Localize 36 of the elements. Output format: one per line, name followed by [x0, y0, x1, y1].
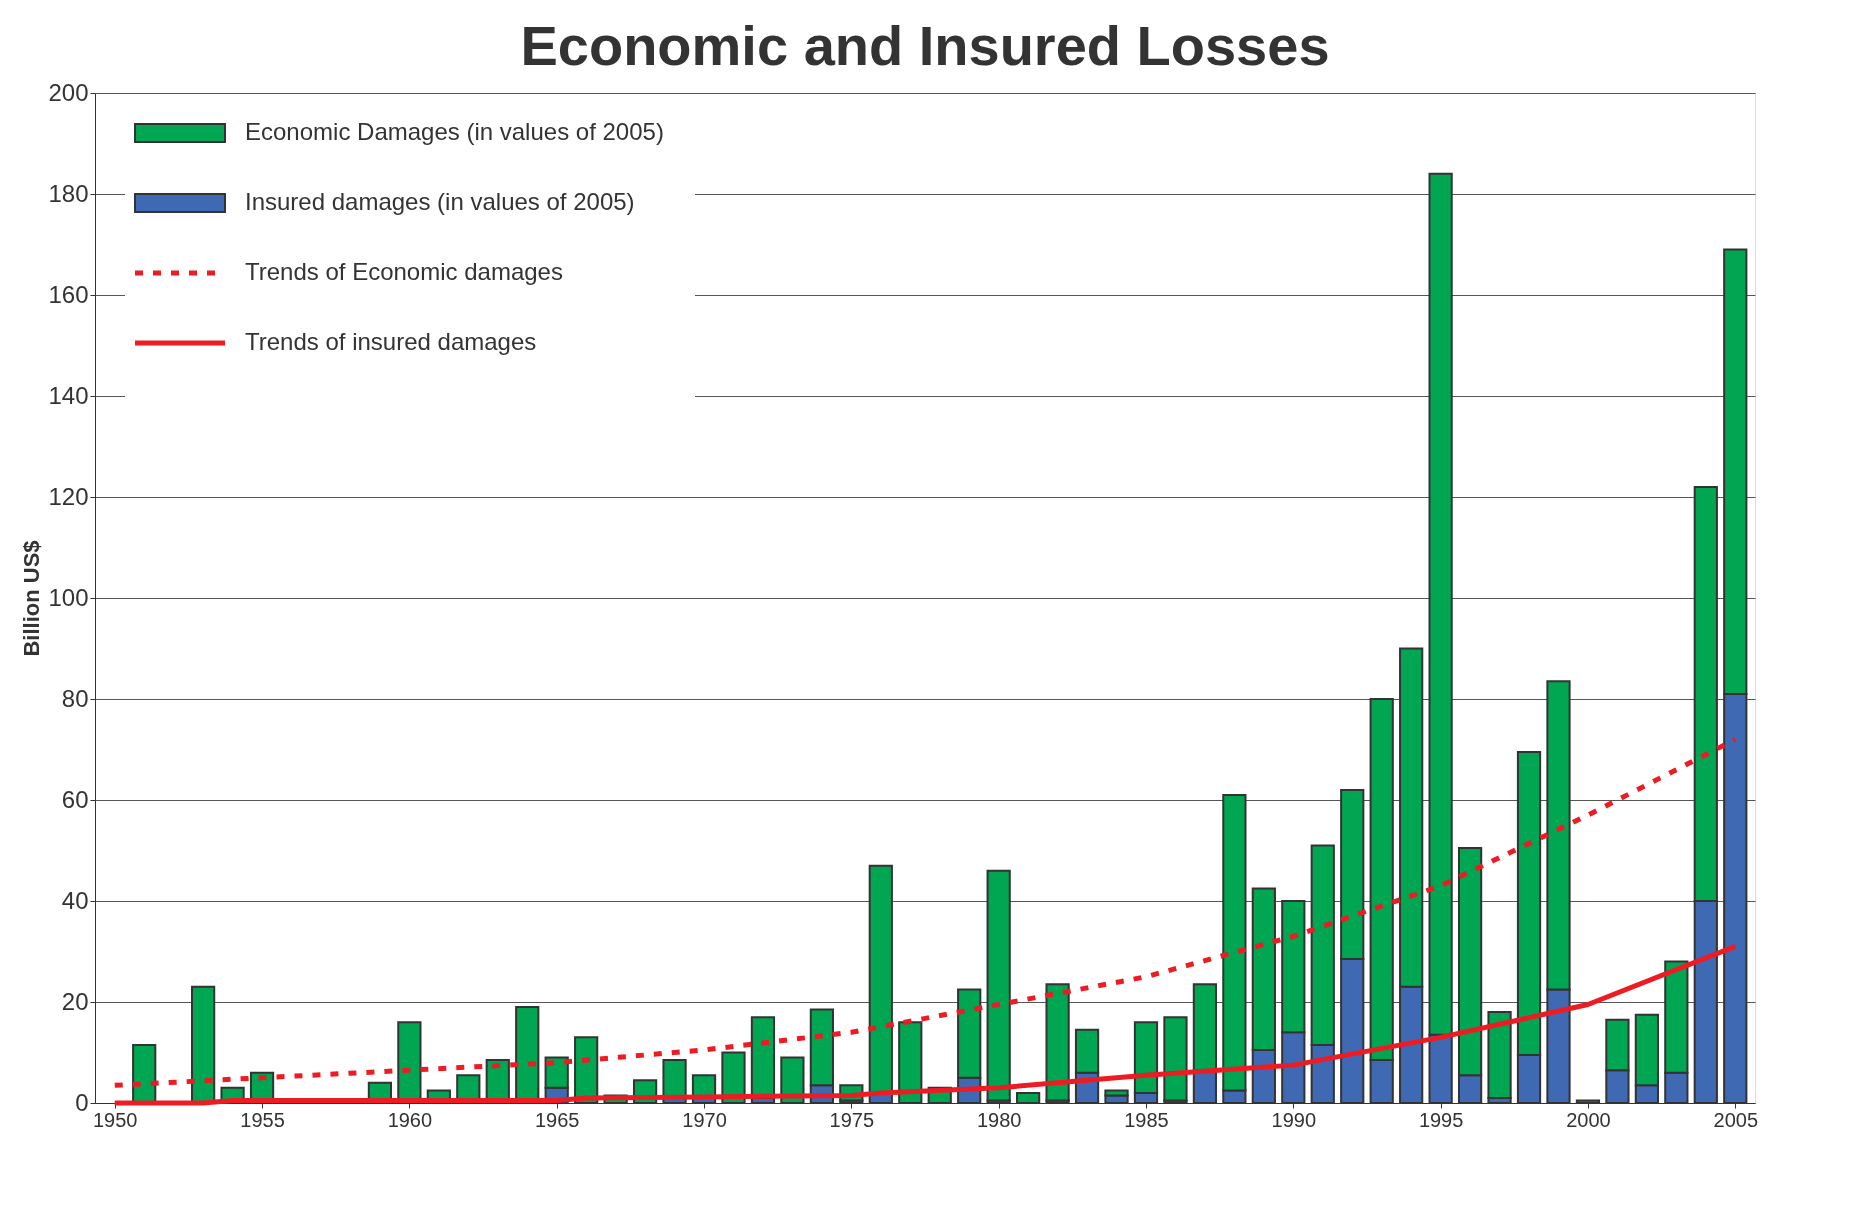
y-tick-label: 160 [48, 280, 89, 308]
y-tick-label: 140 [48, 381, 89, 409]
y-tick-label: 100 [48, 583, 89, 611]
x-tick-label: 1985 [1124, 1108, 1169, 1131]
y-tick-label: 20 [61, 987, 89, 1015]
legend-label: Trends of Economic damages [245, 258, 563, 285]
x-tick-label: 1975 [829, 1108, 875, 1131]
bar [1045, 983, 1070, 1102]
x-tick-label: 1955 [240, 1108, 285, 1131]
x-tick-label: 1995 [1418, 1108, 1464, 1131]
legend-label: Trends of insured damages [245, 328, 537, 355]
y-tick-label: 60 [61, 785, 89, 813]
bar [1192, 983, 1218, 1072]
legend-label: Economic Damages (in values of 2005) [245, 118, 664, 145]
y-tick-label: 80 [61, 684, 89, 712]
x-tick-label: 1970 [682, 1108, 727, 1131]
y-tick-label: 120 [48, 482, 89, 510]
bar [191, 985, 216, 1104]
y-axis-title: Billion US$ [19, 540, 45, 657]
x-tick-label: 1980 [976, 1108, 1022, 1131]
y-tick-label: 40 [61, 886, 89, 914]
bar [1163, 1016, 1188, 1102]
bar [868, 864, 893, 1094]
y-tick-label: 180 [48, 179, 89, 207]
x-tick-label: 1950 [92, 1108, 138, 1131]
x-tick-label: 1965 [534, 1108, 580, 1131]
x-tick-label: 2005 [1713, 1108, 1759, 1131]
x-tick-label: 2000 [1566, 1108, 1611, 1131]
x-tick-label: 1990 [1271, 1108, 1317, 1131]
y-tick-label: 0 [75, 1088, 89, 1116]
chart-title: Economic and Insured Losses [520, 14, 1330, 77]
x-tick-label: 1960 [387, 1108, 433, 1131]
bar [132, 1043, 157, 1104]
legend-label: Insured damages (in values of 2005) [245, 188, 635, 215]
y-tick-label: 200 [48, 78, 89, 106]
bar [986, 869, 1011, 1102]
